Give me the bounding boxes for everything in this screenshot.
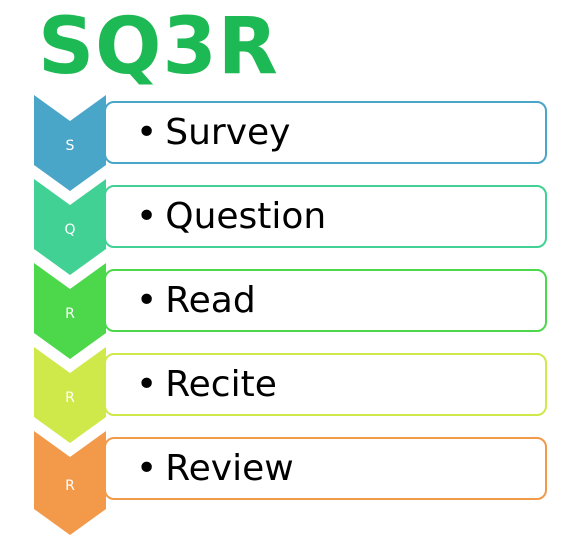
step-label-wrap: • Question: [136, 187, 326, 246]
step-label: Question: [165, 196, 327, 237]
step-box: • Question: [104, 185, 547, 248]
chevron-r-icon: [34, 347, 106, 443]
bullet: •: [136, 448, 158, 489]
step-label-wrap: • Survey: [136, 103, 290, 162]
bullet: •: [136, 196, 158, 237]
step-letter: R: [65, 390, 75, 406]
step-label: Survey: [165, 112, 291, 153]
step-review: R • Review: [0, 431, 565, 535]
bullet: •: [136, 280, 158, 321]
bullet: •: [136, 112, 158, 153]
chevron-r-icon: [34, 431, 106, 535]
diagram-title: SQ3R: [38, 2, 279, 92]
step-question: Q • Question: [0, 179, 565, 275]
step-letter: R: [65, 478, 75, 494]
step-survey: S • Survey: [0, 95, 565, 191]
step-label-wrap: • Read: [136, 271, 256, 330]
step-box: • Review: [104, 437, 547, 500]
step-box: • Survey: [104, 101, 547, 164]
step-label-wrap: • Recite: [136, 355, 277, 414]
chevron-q-icon: [34, 179, 106, 275]
step-box: • Recite: [104, 353, 547, 416]
step-letter: S: [65, 138, 75, 154]
bullet: •: [136, 364, 158, 405]
step-label: Read: [165, 280, 256, 321]
step-letter: Q: [64, 222, 76, 238]
step-letter: R: [65, 306, 75, 322]
step-label: Recite: [165, 364, 277, 405]
step-label: Review: [165, 448, 294, 489]
step-recite: R • Recite: [0, 347, 565, 443]
chevron-r-icon: [34, 263, 106, 359]
step-read: R • Read: [0, 263, 565, 359]
chevron-s-icon: [34, 95, 106, 191]
step-box: • Read: [104, 269, 547, 332]
step-label-wrap: • Review: [136, 439, 294, 498]
